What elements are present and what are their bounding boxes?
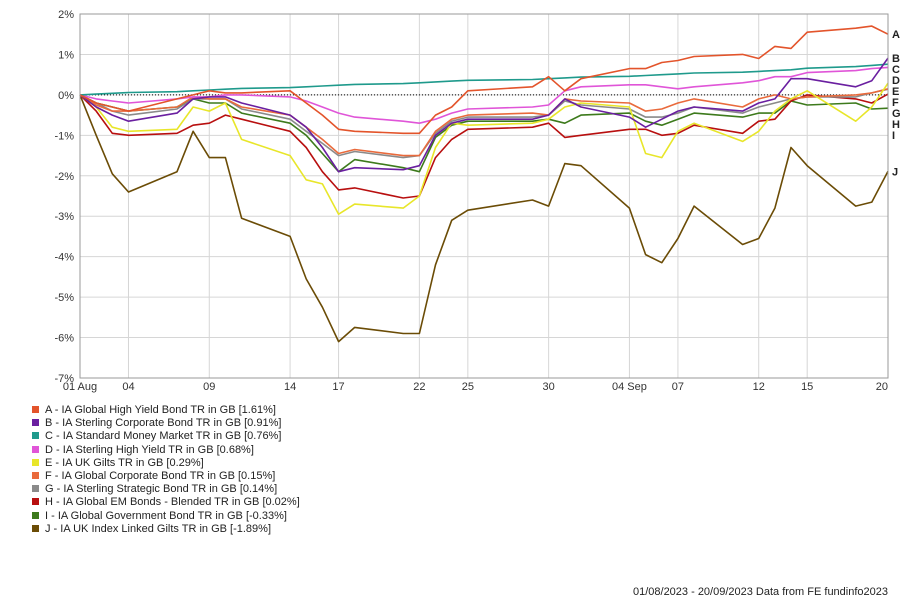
legend-swatch [32,485,39,493]
performance-line-chart: 2% 1% 0% -1% -2% -3% -4% -5% -6% -7% 01 Aug 04 09 14… [54,9,900,393]
x-tick-label: 15 [801,381,813,393]
legend-label: G - IA Sterling Strategic Bond TR in GB … [45,483,278,496]
series-line-b [79,57,889,173]
legend-label: D - IA Sterling High Yield TR in GB [0.6… [45,443,254,456]
date-range-source-note: 01/08/2023 - 20/09/2023 Data from FE fun… [632,586,888,598]
y-tick-label: -2% [54,171,74,183]
x-tick-label: 30 [543,381,555,393]
legend-label: A - IA Global High Yield Bond TR in GB [… [45,404,276,416]
legend-swatch [32,406,39,413]
y-tick-label: -1% [54,130,74,142]
legend-item: E - IA UK Gilts TR in GB [0.29%] [32,457,300,470]
x-tick-label: 17 [332,381,344,393]
y-axis-tick-labels: 2% 1% 0% -1% -2% -3% -4% -5% -6% -7% [54,9,74,385]
legend-swatch [32,498,39,506]
legend: A - IA Global High Yield Bond TR in GB [… [32,404,300,536]
legend-label: I - IA Global Government Bond TR in GB [… [45,509,287,522]
legend-swatch [32,458,39,466]
legend-item: B - IA Sterling Corporate Bond TR in GB … [32,417,300,430]
series-end-tag: F [892,97,899,109]
y-tick-label: -3% [54,211,74,223]
y-tick-label: 1% [58,49,74,61]
series-end-tag: A [892,29,900,41]
legend-item: A - IA Global High Yield Bond TR in GB [… [32,404,300,417]
legend-item: I - IA Global Government Bond TR in GB [… [32,510,300,523]
y-tick-label: -5% [54,292,74,304]
legend-label: H - IA Global EM Bonds - Blended TR in G… [45,496,300,509]
y-tick-label: -4% [54,252,74,264]
y-tick-label: -6% [54,333,74,345]
x-tick-label: 12 [753,381,765,393]
series-line-h [79,93,889,199]
series-line-f [79,88,889,157]
legend-item: C - IA Standard Money Market TR in GB [0… [32,430,300,443]
series-end-tag: C [892,64,900,76]
x-tick-label: 25 [462,381,474,393]
y-tick-label: 2% [58,9,74,21]
x-tick-label: 04 Sep [612,381,647,393]
legend-item: D - IA Sterling High Yield TR in GB [0.6… [32,444,300,457]
legend-label: C - IA Standard Money Market TR in GB [0… [45,430,282,443]
series-line-a [79,25,889,135]
series-end-tag: G [892,108,900,120]
series-end-tag: B [892,53,900,65]
legend-item: G - IA Sterling Strategic Bond TR in GB … [32,483,300,496]
x-tick-label: 01 Aug [63,381,97,393]
legend-swatch [32,432,39,440]
series-end-tag: I [892,130,895,142]
series-lines [79,25,889,343]
series-end-tag: E [892,86,899,98]
series-end-tag: J [892,166,898,178]
legend-swatch [32,524,39,532]
series-end-tag: D [892,75,900,87]
x-tick-label: 07 [672,381,684,393]
x-tick-label: 14 [284,381,296,393]
legend-item: H - IA Global EM Bonds - Blended TR in G… [32,496,300,509]
gridlines [79,13,889,379]
legend-swatch [32,471,39,479]
legend-label: E - IA UK Gilts TR in GB [0.29%] [45,456,204,469]
legend-item: J - IA UK Index Linked Gilts TR in GB [-… [32,523,300,536]
legend-swatch [32,445,39,453]
legend-swatch [32,511,39,519]
plot-area-frame [79,13,889,379]
x-tick-label: 09 [203,381,215,393]
x-tick-label: 22 [413,381,425,393]
series-end-tag: H [892,119,900,131]
x-tick-label: 20 [876,381,888,393]
legend-label: B - IA Sterling Corporate Bond TR in GB … [45,417,282,430]
legend-label: J - IA UK Index Linked Gilts TR in GB [-… [45,522,271,535]
legend-label: F - IA Global Corporate Bond TR in GB [0… [45,469,276,482]
y-tick-label: 0% [58,90,74,102]
x-axis-tick-labels: 01 Aug 04 09 14 17 22 25 30 04 Sep 07 12 15 20 [63,381,888,393]
series-line-e [79,82,889,215]
x-tick-label: 04 [122,381,134,393]
series-line-c [79,63,889,96]
series-line-j [79,94,889,343]
y-tick-label: -7% [54,373,74,385]
legend-item: F - IA Global Corporate Bond TR in GB [0… [32,470,300,483]
legend-swatch [32,419,39,427]
series-line-i [79,94,889,173]
